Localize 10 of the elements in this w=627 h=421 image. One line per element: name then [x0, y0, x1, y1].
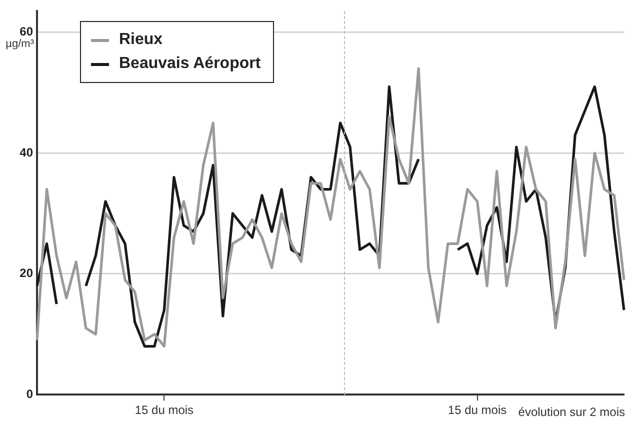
text: évolution sur 2 mois [518, 405, 625, 419]
x-tick-label: 15 du mois [448, 403, 507, 418]
y-tick-label: 60 [20, 24, 34, 39]
y-tick-label: 0 [26, 386, 34, 401]
y-tick-label: 20 [20, 266, 34, 280]
x-tick-label: 15 du mois [134, 403, 194, 418]
legend-label: Rieux [119, 31, 163, 49]
y-tick-label: 40 [20, 145, 34, 160]
legend-label: Beauvais Aéroport [119, 55, 261, 73]
y-axis-title: µg/m³ [4, 38, 34, 50]
